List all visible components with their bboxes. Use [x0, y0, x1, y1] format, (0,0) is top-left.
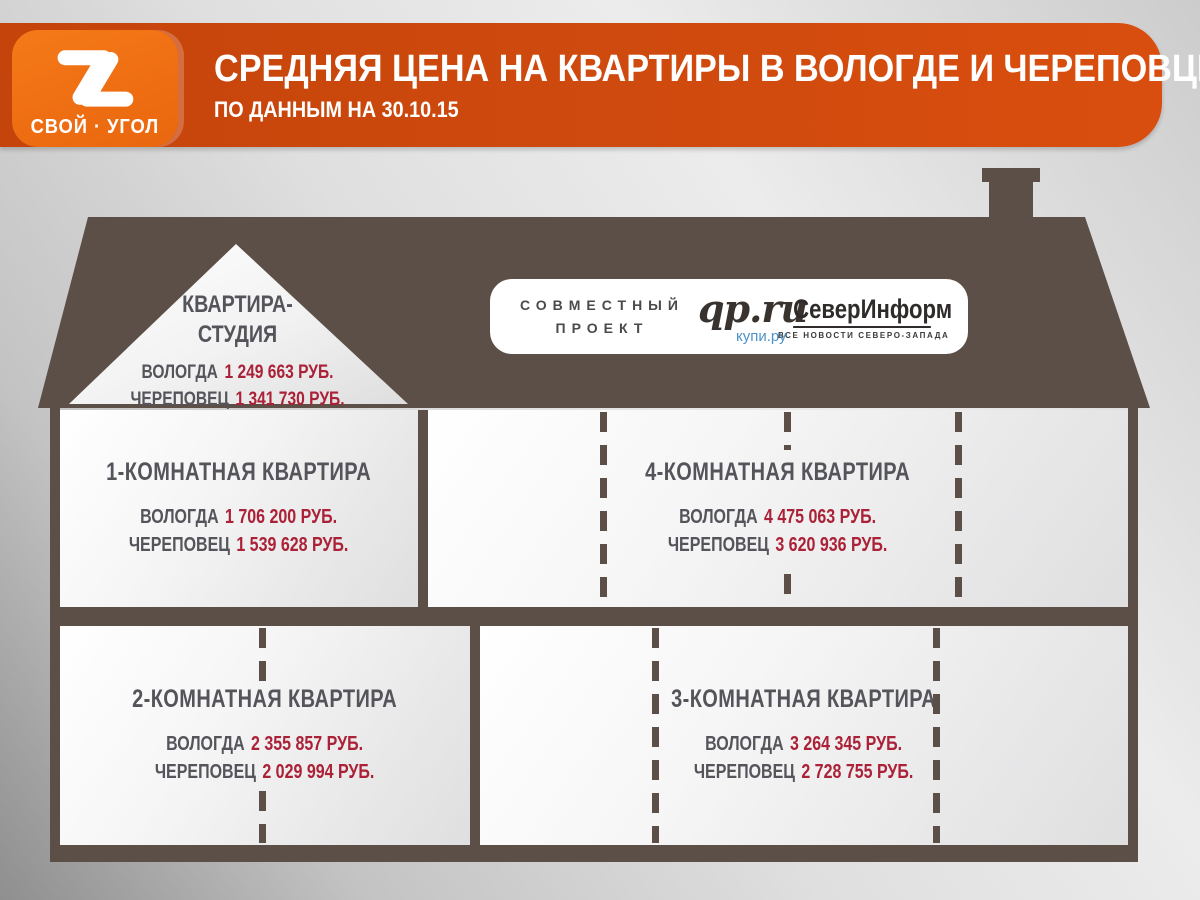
left-wall — [50, 406, 60, 862]
dashed-partition-door-bottom — [784, 574, 791, 605]
mid-floor-slab — [50, 607, 1138, 626]
qp-ru-logo: qp.ru купи.ру — [684, 286, 808, 348]
foundation-slab — [50, 845, 1138, 862]
header-bar — [0, 23, 1162, 147]
logo-brand: СВОЙ · УГОЛ — [30, 115, 160, 138]
right-wall — [1128, 406, 1138, 862]
price-line-vologda: ВОЛОГДА 4 475 063 РУБ. — [679, 506, 877, 528]
room-three-room: 3-КОМНАТНАЯ КВАРТИРА ВОЛОГДА 3 264 345 РУ… — [480, 626, 1128, 845]
severinform-logo: СеверИнформ ВСЕ НОВОСТИ СЕВЕРО-ЗАПАДА — [778, 294, 952, 340]
price-line-vologda: ВОЛОГДА 3 264 345 РУБ. — [705, 733, 903, 755]
dashed-partition-door-bottom — [259, 791, 266, 843]
price-line-cherepovets: ЧЕРЕПОВЕЦ 1 539 628 РУБ. — [129, 534, 349, 556]
svoy-ugol-logo-icon — [57, 49, 134, 107]
attic-title: КВАРТИРА- СТУДИЯ — [182, 291, 293, 348]
room-title: 4-КОМНАТНАЯ КВАРТИРА — [645, 458, 911, 486]
room-one-room: 1-КОМНАТНАЯ КВАРТИРА ВОЛОГДА 1 706 200 РУ… — [60, 410, 418, 607]
lower-floor-divider-wall — [470, 626, 480, 845]
qp-ru-wordmark: qp.ru — [697, 285, 808, 331]
dashed-partition-door-top — [784, 412, 791, 450]
dashed-partition — [933, 628, 940, 843]
severinform-wordmark: СеверИнформ — [793, 294, 952, 328]
page-subtitle: ПО ДАННЫМ НА 30.10.15 — [214, 97, 459, 122]
qp-ru-caption: купи.ру — [735, 327, 787, 345]
attic-triangle — [69, 244, 408, 404]
dashed-partition — [600, 412, 607, 605]
dashed-partition — [652, 628, 659, 843]
room-title: 1-КОМНАТНАЯ КВАРТИРА — [106, 458, 372, 486]
joint-project-label: СОВМЕСТНЫЙ ПРОЕКТ — [520, 297, 684, 336]
severinform-caption: ВСЕ НОВОСТИ СЕВЕРО-ЗАПАДА — [778, 330, 950, 340]
price-line-cherepovets: ЧЕРЕПОВЕЦ 2 728 755 РУБ. — [694, 761, 914, 783]
upper-floor-divider-wall — [418, 410, 428, 607]
price-line-vologda: ВОЛОГДА 2 355 857 РУБ. — [166, 733, 364, 755]
price-line-vologda: ВОЛОГДА 1 706 200 РУБ. — [140, 506, 338, 528]
svoy-ugol-logo: СВОЙ · УГОЛ — [12, 30, 178, 147]
dashed-partition — [955, 412, 962, 605]
room-four-room: 4-КОМНАТНАЯ КВАРТИРА ВОЛОГДА 4 475 063 РУ… — [428, 410, 1128, 607]
attic-studio-block: КВАРТИРА- СТУДИЯ ВОЛОГДА 1 249 663 РУБ. Ч… — [117, 290, 359, 413]
price-line-vologda: ВОЛОГДА 1 249 663 РУБ. — [141, 362, 334, 383]
room-title: 2-КОМНАТНАЯ КВАРТИРА — [132, 685, 398, 713]
dashed-partition-door-top — [259, 628, 266, 686]
page-title: СРЕДНЯЯ ЦЕНА НА КВАРТИРЫ В ВОЛОГДЕ И ЧЕР… — [214, 48, 1200, 90]
chimney — [989, 172, 1033, 220]
partners-badge: СОВМЕСТНЫЙ ПРОЕКТ qp.ru купи.ру СеверИнф… — [490, 279, 968, 354]
price-line-cherepovets: ЧЕРЕПОВЕЦ 2 029 994 РУБ. — [155, 761, 375, 783]
price-line-cherepovets: ЧЕРЕПОВЕЦ 3 620 936 РУБ. — [668, 534, 888, 556]
price-line-cherepovets: ЧЕРЕПОВЕЦ 1 341 730 РУБ. — [130, 388, 345, 410]
room-title: 3-КОМНАТНАЯ КВАРТИРА — [671, 685, 937, 713]
